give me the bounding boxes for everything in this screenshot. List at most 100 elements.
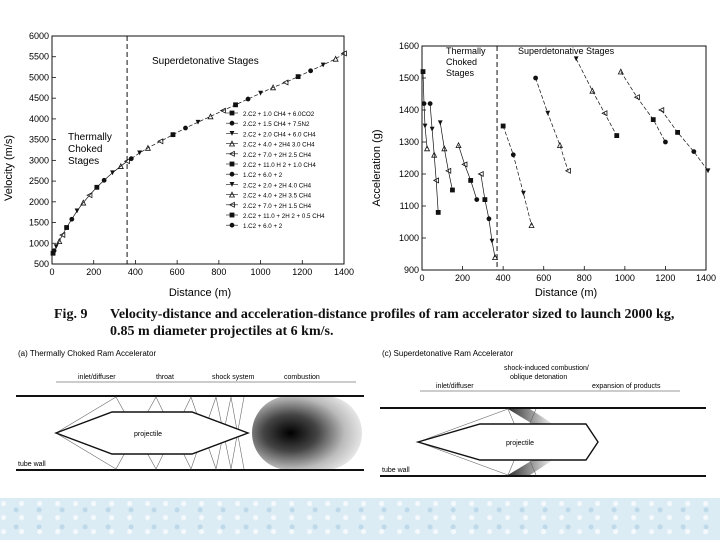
R-xtick-label-1: 200 [455, 273, 470, 283]
L-point-thermally_choked-9 [86, 192, 93, 199]
velocity-marks [50, 50, 347, 256]
R-point-choked_b-3 [432, 177, 439, 184]
R-series-choked_e [480, 173, 496, 258]
R-point-choked_d-1 [461, 161, 468, 168]
figure-caption: Fig. 9 Velocity-distance and acceleration… [54, 306, 704, 340]
legend-label-8: 2.C2 + 4.0 + 2H 3.5 CH4 [243, 193, 312, 200]
L-point-superdetonative-3 [157, 138, 164, 145]
R-xtick-label-7: 1400 [696, 273, 716, 283]
R-point-super_4-3 [663, 139, 668, 145]
R-series-choked_a [422, 71, 428, 149]
R-series-super_3 [575, 58, 618, 136]
acceleration-xlabel: Distance (m) [535, 287, 597, 299]
velocity-distance-chart: 0 200 400 600 800 1000 1200 1400 500 1000 1500 2000… [3, 31, 354, 299]
R-series-super_2 [535, 77, 569, 171]
R-point-choked_b-1 [429, 126, 435, 132]
L-point-thermally_choked-7 [74, 208, 80, 214]
projectile-c [415, 423, 599, 461]
L-ytick-label-1: 1000 [29, 238, 49, 248]
L-point-thermally_choked-2 [53, 244, 59, 249]
R-ytick-label-5: 1400 [399, 105, 419, 115]
legend-label-9: 2.C2 + 7.0 + 2H 1.5 CH4 [243, 203, 312, 210]
R-point-choked_c-2 [445, 167, 452, 174]
R-point-super_4-0 [617, 68, 624, 75]
L-xtick-label-1: 200 [86, 267, 101, 277]
L-point-thermally_choked-0 [50, 250, 56, 256]
legend-label-6: 1.C2 + 6.0 + 2 [243, 172, 283, 179]
R-xtick-label-2: 400 [496, 273, 511, 283]
R-point-super_3-0 [573, 56, 579, 62]
figure-label: Fig. 9 [54, 307, 88, 322]
R-point-super_3-1 [589, 87, 596, 94]
R-point-choked_a-0 [420, 69, 426, 74]
velocity-annotation-choked-2: Choked [68, 144, 102, 155]
L-point-thermally_choked-12 [110, 170, 115, 176]
L-point-superdetonative-12 [270, 84, 277, 91]
L-point-superdetonative-18 [340, 50, 347, 57]
legend-label-1: 2.C2 + 1.5 CH4 + 7.5N2 [243, 121, 310, 128]
thermally-choked-diagram: (a) Thermally Choked Ram Accelerator inl… [16, 349, 364, 471]
L-plot-frame [51, 35, 345, 265]
L-series-thermally_choked [52, 160, 128, 254]
L-point-superdetonative-6 [195, 119, 201, 125]
L-point-thermally_choked-11 [101, 177, 107, 183]
R-point-super_4-1 [633, 94, 640, 101]
L-point-thermally_choked-3 [56, 237, 63, 245]
superdetonative-diagram: (c) Superdetonative Ram Accelerator shoc… [380, 349, 706, 477]
legend-label-11: 1.C2 + 6.0 + 2 [243, 223, 283, 230]
R-series-super_1 [502, 125, 532, 226]
R-point-super_2-0 [533, 75, 538, 81]
L-point-thermally_choked-13 [117, 162, 124, 169]
L-point-superdetonative-1 [137, 150, 142, 156]
L-point-superdetonative-14 [295, 74, 301, 80]
R-point-super_5-3 [705, 168, 711, 174]
R-point-choked_e-3 [489, 238, 495, 244]
R-series-choked_c [439, 122, 453, 191]
L-ytick-label-9: 5000 [29, 72, 49, 82]
R-ytick-label-3: 1200 [399, 169, 419, 179]
velocity-annotation-choked-3: Stages [68, 156, 99, 167]
R-point-choked_a-3 [424, 145, 431, 152]
L-xtick-label-4: 800 [211, 267, 226, 277]
acceleration-annotation-choked: Thermally [446, 46, 486, 56]
L-ytick-label-3: 2000 [29, 197, 49, 207]
L-point-superdetonative-8 [219, 107, 226, 114]
R-xtick-label-3: 600 [536, 273, 551, 283]
R-ytick-label-7: 1600 [399, 41, 419, 51]
L-point-superdetonative-9 [233, 102, 238, 108]
diagram-a-title: (a) Thermally Choked Ram Accelerator [18, 349, 156, 358]
caption-line-2: 0.85 m diameter projectiles at 6 km/s. [110, 324, 334, 339]
R-ytick-label-2: 1100 [400, 201, 419, 211]
R-point-super_3-2 [601, 110, 608, 117]
L-point-superdetonative-7 [207, 113, 214, 120]
diagram-c-label-inlet: inlet/diffuser [436, 383, 474, 390]
R-point-super_3-3 [614, 133, 620, 138]
R-point-choked_e-0 [477, 170, 484, 178]
R-point-choked_c-1 [441, 145, 448, 152]
L-point-superdetonative-2 [144, 144, 151, 151]
L-xtick-label-3: 600 [170, 267, 185, 277]
L-ytick-label-4: 2500 [29, 176, 49, 186]
L-ytick-label-6: 3500 [29, 135, 49, 145]
R-xtick-label-6: 1200 [655, 273, 675, 283]
R-plot-frame [421, 45, 707, 271]
diagram-a-label-inlet: inlet/diffuser [78, 374, 116, 381]
diagram-c-title: (c) Superdetonative Ram Accelerator [382, 349, 514, 358]
legend-label-5: 2.C2 + 11.0 H 2 + 1.0 CH4 [243, 162, 316, 169]
R-point-choked_e-2 [486, 216, 492, 222]
diagram-c-label-expansion: expansion of products [592, 383, 661, 390]
L-ytick-label-11: 6000 [29, 31, 49, 41]
R-point-super_4-2 [650, 117, 656, 122]
detonation-bottom [508, 458, 556, 475]
L-point-superdetonative-11 [258, 90, 263, 96]
R-point-super_1-1 [510, 152, 516, 158]
acceleration-annotation-super: Superdetonative Stages [518, 46, 615, 56]
R-point-choked_d-2 [468, 178, 474, 183]
L-point-superdetonative-17 [332, 55, 339, 62]
L-point-thermally_choked-6 [69, 216, 75, 222]
R-series-choked_b [429, 103, 439, 213]
acceleration-annotation-choked-3: Stages [446, 68, 475, 78]
diagram-c-tube: tube wall [382, 467, 410, 474]
shock-lines [55, 395, 245, 471]
R-point-choked_e-1 [482, 197, 488, 202]
